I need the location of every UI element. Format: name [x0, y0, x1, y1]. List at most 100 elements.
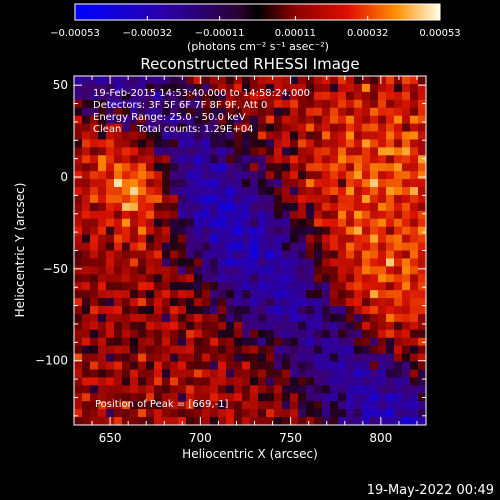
heatmap-cell — [298, 385, 307, 394]
heatmap-cell — [370, 194, 379, 204]
heatmap-cell — [354, 234, 363, 244]
heatmap-cell — [114, 131, 123, 141]
heatmap-cell — [314, 171, 323, 180]
heatmap-cell — [178, 139, 187, 148]
heatmap-cell — [146, 282, 155, 291]
heatmap-cell — [290, 91, 299, 101]
heatmap-cell — [226, 250, 235, 260]
heatmap-cell — [178, 147, 187, 156]
heatmap-cell — [138, 361, 147, 371]
heatmap-cell — [338, 393, 347, 402]
heatmap-cell — [138, 107, 147, 117]
heatmap-cell — [282, 417, 291, 425]
heatmap-cell — [82, 83, 91, 93]
heatmap-cell — [354, 171, 363, 180]
heatmap-cell — [194, 393, 203, 402]
heatmap-cell — [322, 369, 331, 379]
heatmap-cell — [202, 76, 211, 85]
heatmap-cell — [98, 226, 107, 236]
heatmap-cell — [122, 369, 131, 379]
heatmap-cell — [370, 298, 379, 307]
heatmap-cell — [98, 313, 107, 323]
heatmap-cell — [210, 321, 219, 331]
heatmap-cell — [282, 147, 291, 156]
heatmap-cell — [338, 155, 347, 164]
heatmap-cell — [154, 353, 163, 363]
heatmap-cell — [194, 179, 203, 188]
heatmap-cell — [250, 306, 259, 315]
heatmap-cell — [154, 202, 163, 212]
heatmap-cell — [218, 210, 227, 220]
heatmap-cell — [114, 171, 123, 180]
heatmap-cell — [258, 385, 267, 394]
heatmap-cell — [122, 258, 131, 267]
heatmap-cell — [386, 409, 395, 418]
heatmap-cell — [218, 115, 227, 125]
heatmap-cell — [354, 91, 363, 101]
heatmap-cell — [410, 393, 419, 402]
heatmap-cell — [394, 282, 403, 291]
heatmap-cell — [242, 139, 251, 148]
heatmap-cell — [106, 107, 115, 117]
heatmap-cell — [266, 194, 275, 204]
heatmap-cell — [74, 361, 83, 371]
heatmap-cell — [154, 337, 163, 347]
heatmap-cell — [354, 131, 363, 141]
heatmap-cell — [418, 171, 426, 180]
heatmap-cell — [378, 385, 387, 394]
heatmap-cell — [362, 385, 371, 394]
heatmap-cell — [202, 202, 211, 212]
heatmap-cell — [242, 361, 251, 371]
heatmap-cell — [306, 115, 315, 125]
heatmap-cell — [114, 83, 123, 93]
heatmap-cell — [290, 369, 299, 379]
heatmap-cell — [386, 321, 395, 331]
heatmap-cell — [386, 266, 395, 275]
heatmap-cell — [306, 282, 315, 291]
heatmap-cell — [274, 345, 283, 355]
heatmap-cell — [170, 313, 179, 323]
heatmap-cell — [202, 107, 211, 117]
heatmap-cell — [306, 353, 315, 363]
heatmap-cell — [330, 274, 339, 283]
heatmap-cell — [266, 361, 275, 371]
heatmap-cell — [178, 194, 187, 204]
heatmap-cell — [234, 274, 243, 283]
heatmap-cell — [338, 234, 347, 244]
heatmap-cell — [346, 321, 355, 331]
heatmap-cell — [114, 218, 123, 228]
heatmap-cell — [170, 234, 179, 244]
heatmap-cell — [346, 91, 355, 101]
heatmap-cell — [410, 194, 419, 204]
heatmap-cell — [330, 76, 339, 85]
heatmap-cell — [218, 171, 227, 180]
heatmap-cell — [282, 226, 291, 236]
heatmap-cell — [226, 171, 235, 180]
heatmap-cell — [314, 99, 323, 109]
heatmap-cell — [90, 123, 99, 133]
heatmap-cell — [218, 353, 227, 363]
heatmap-cell — [242, 123, 251, 133]
heatmap-cell — [338, 226, 347, 236]
heatmap-cell — [354, 99, 363, 109]
heatmap-cell — [410, 155, 419, 164]
heatmap-cell — [98, 306, 107, 315]
heatmap-cell — [282, 107, 291, 117]
heatmap-cell — [218, 226, 227, 236]
heatmap-cell — [178, 250, 187, 260]
heatmap-cell — [226, 76, 235, 85]
heatmap-cell — [306, 250, 315, 260]
heatmap-cell — [210, 139, 219, 148]
heatmap-cell — [298, 361, 307, 371]
heatmap-cell — [266, 234, 275, 244]
heatmap-cell — [338, 298, 347, 307]
heatmap-cell — [258, 83, 267, 93]
heatmap-cell — [234, 147, 243, 156]
heatmap-cell — [146, 337, 155, 347]
heatmap-cell — [386, 218, 395, 228]
heatmap-cell — [242, 99, 251, 109]
heatmap-cell — [90, 274, 99, 283]
heatmap-cell — [330, 369, 339, 379]
heatmap-cell — [298, 218, 307, 228]
heatmap-cell — [218, 290, 227, 299]
